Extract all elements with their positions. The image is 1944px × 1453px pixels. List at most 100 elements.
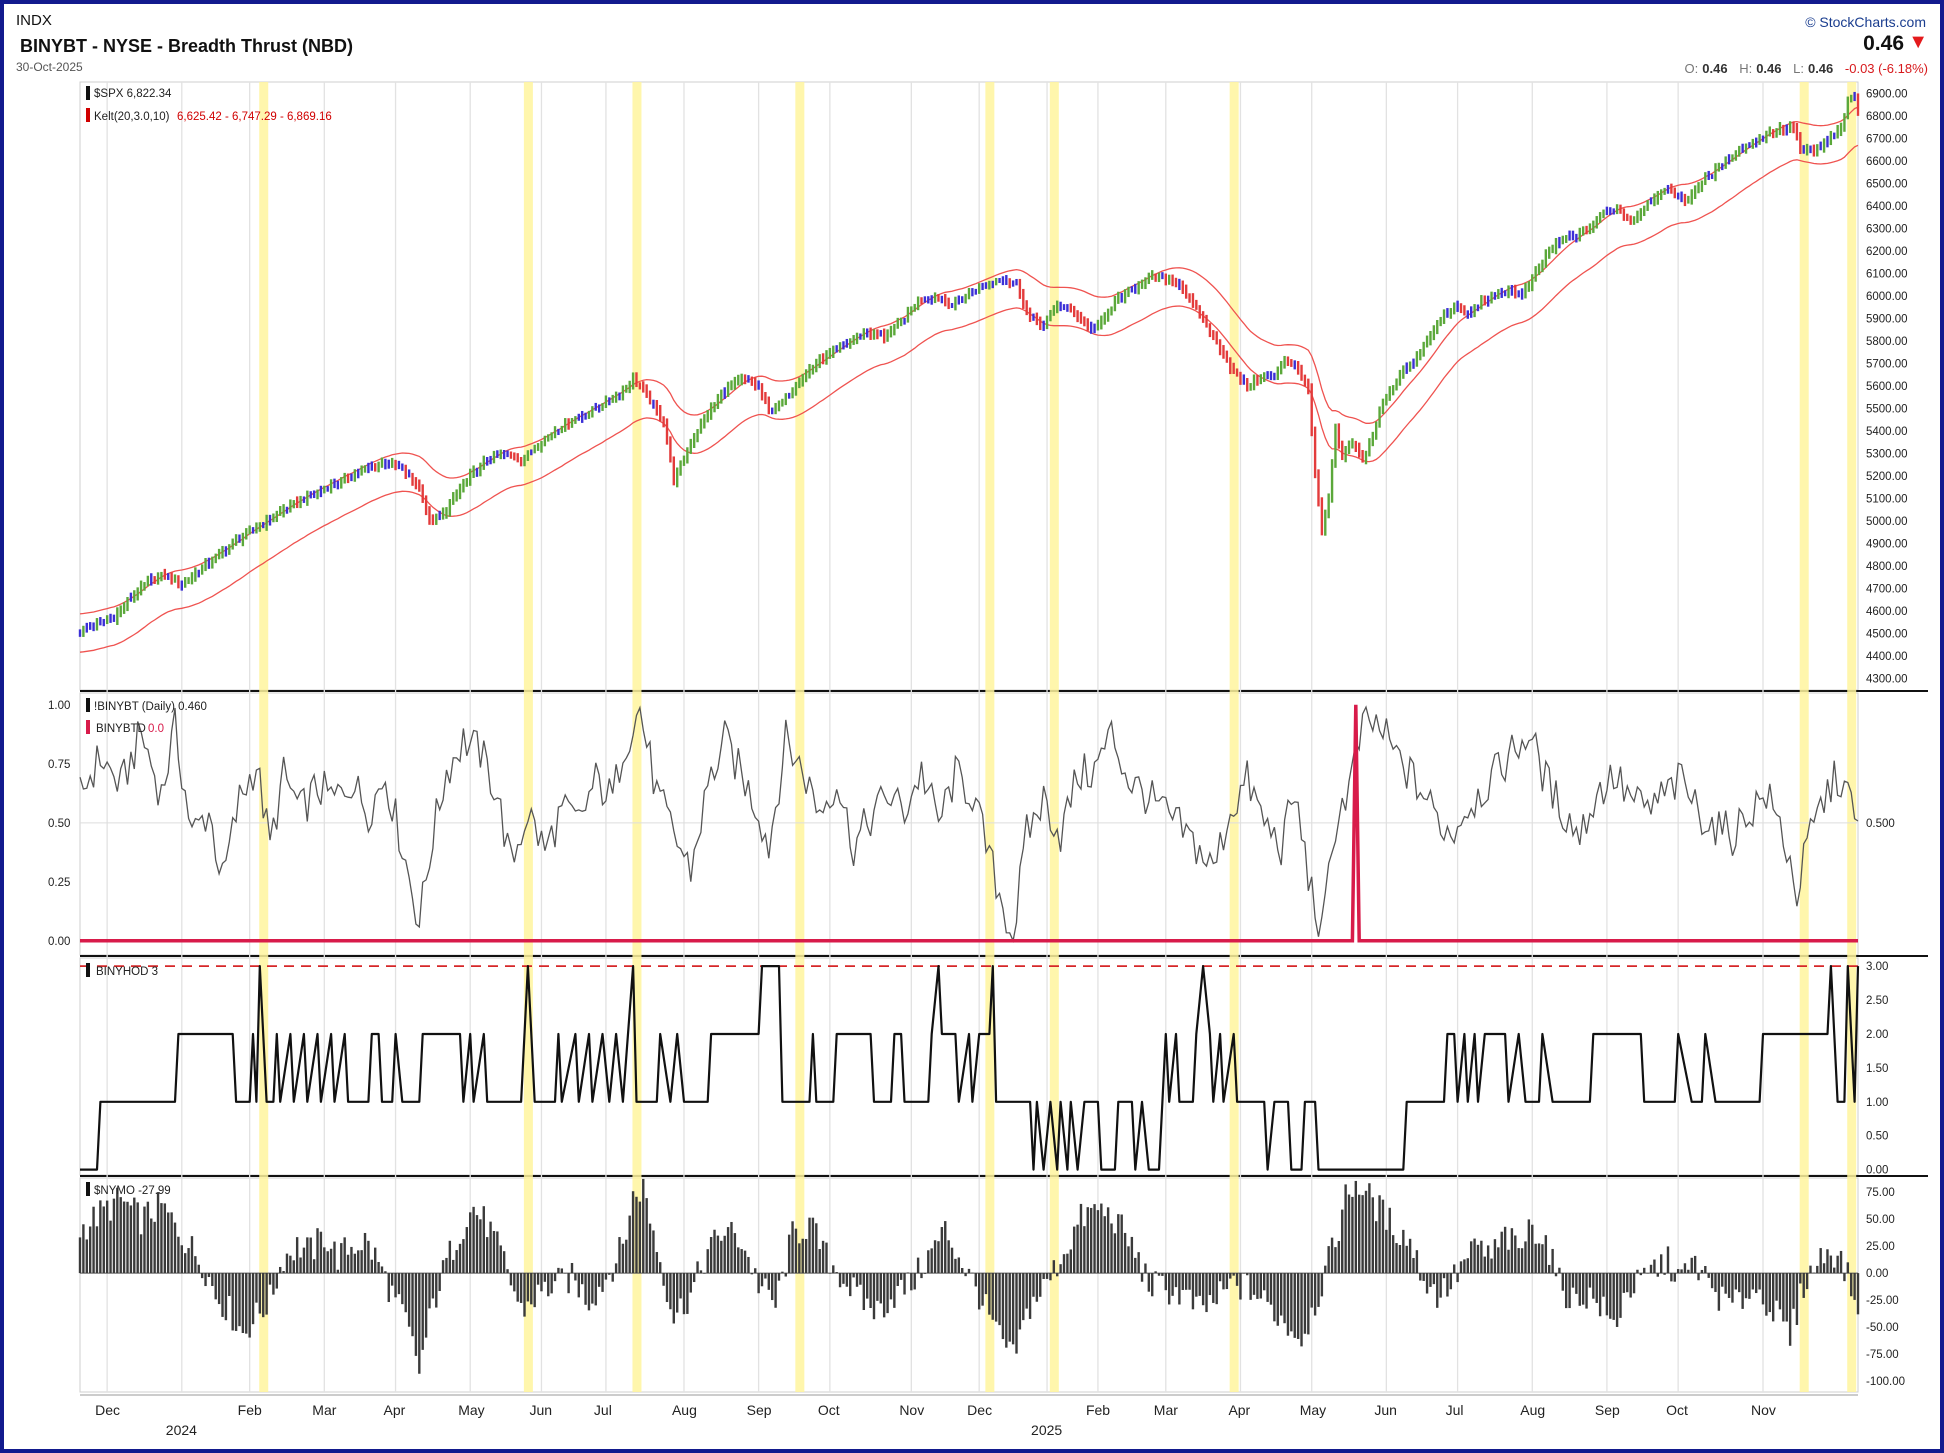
nymo-bar xyxy=(1738,1273,1741,1293)
nymo-bar xyxy=(564,1273,567,1274)
nymo-bar xyxy=(1765,1273,1768,1316)
highlight-band-5 xyxy=(1049,82,1059,1392)
nymo-bar xyxy=(923,1273,927,1274)
nymo-bar xyxy=(248,1273,251,1338)
nymo-bar xyxy=(1195,1273,1198,1297)
nymo-bar xyxy=(730,1221,733,1274)
nymo-bar xyxy=(163,1203,167,1274)
binyhod-legend-label: BINYHOD 3 xyxy=(96,966,158,978)
nymo-bar xyxy=(177,1236,180,1274)
nymo-bar xyxy=(424,1273,428,1338)
nymo-bar xyxy=(183,1253,187,1274)
nymo-bar xyxy=(1242,1273,1246,1274)
nymo-bar xyxy=(469,1212,472,1274)
nymo-bar xyxy=(1368,1183,1371,1274)
nymo-bar xyxy=(1643,1267,1646,1274)
x-axis-month-label: Aug xyxy=(1520,1402,1545,1418)
binybt-y-tick: 1.00 xyxy=(48,700,70,712)
nymo-bar xyxy=(1072,1226,1076,1274)
nymo-bar xyxy=(1140,1273,1144,1282)
x-axis-month-label: Nov xyxy=(899,1402,924,1418)
highlight-band-2 xyxy=(632,82,642,1392)
nymo-bar xyxy=(601,1273,604,1292)
nymo-y-tick: 50.00 xyxy=(1866,1214,1895,1226)
nymo-bar xyxy=(1622,1273,1626,1293)
nymo-bar xyxy=(1755,1273,1758,1294)
nymo-bar xyxy=(387,1273,390,1303)
nymo-bar xyxy=(1358,1194,1361,1274)
nymo-y-tick: 75.00 xyxy=(1866,1187,1895,1199)
brand-logo[interactable]: © StockCharts.com xyxy=(1805,14,1926,30)
nymo-bar xyxy=(1273,1273,1276,1322)
nymo-bar xyxy=(1548,1264,1551,1274)
nymo-bar xyxy=(1632,1273,1636,1294)
nymo-bar xyxy=(462,1239,465,1274)
nymo-bar xyxy=(1106,1207,1110,1274)
nymo-bar xyxy=(1028,1273,1032,1319)
nymo-bar xyxy=(1276,1273,1279,1326)
nymo-bar xyxy=(1680,1269,1683,1274)
nymo-bar xyxy=(126,1201,129,1274)
nymo-bar xyxy=(1744,1273,1748,1299)
x-axis-month-label: Jun xyxy=(1374,1402,1397,1418)
nymo-bar xyxy=(1456,1273,1459,1283)
nymo-bar xyxy=(1188,1273,1191,1290)
nymo-bar xyxy=(625,1239,628,1274)
nymo-bar xyxy=(200,1273,204,1279)
price-y-tick: 6600.00 xyxy=(1866,156,1908,168)
nymo-bar xyxy=(815,1223,818,1274)
nymo-bar xyxy=(102,1206,105,1274)
nymo-bar xyxy=(1527,1219,1531,1274)
nymo-bar xyxy=(726,1227,730,1274)
nymo-bar xyxy=(723,1235,726,1274)
binybt-line xyxy=(79,705,1859,944)
change-value: -0.03 (-6.18%) xyxy=(1844,61,1928,76)
nymo-bar xyxy=(638,1201,642,1274)
nymo-bar xyxy=(1571,1273,1575,1288)
nymo-bars-group xyxy=(78,1178,1860,1374)
nymo-bar xyxy=(553,1273,557,1282)
low-label: L: xyxy=(1793,61,1804,76)
nymo-bar xyxy=(238,1273,241,1327)
nymo-y-tick: 0.00 xyxy=(1866,1268,1888,1280)
nymo-bar xyxy=(988,1273,991,1315)
nymo-bar xyxy=(580,1273,584,1285)
nymo-bar xyxy=(591,1273,594,1304)
nymo-bar xyxy=(1510,1228,1514,1274)
nymo-bar xyxy=(913,1273,916,1290)
nymo-bar xyxy=(716,1235,720,1274)
nymo-bar xyxy=(1144,1263,1147,1274)
binybt-right-tick: 0.500 xyxy=(1866,818,1895,830)
nymo-bar xyxy=(234,1273,238,1331)
nymo-bar xyxy=(608,1273,611,1275)
nymo-bar xyxy=(523,1273,526,1317)
nymo-bar xyxy=(1351,1196,1354,1274)
nymo-bar xyxy=(1039,1273,1042,1297)
nymo-bar xyxy=(526,1273,530,1302)
nymo-bar xyxy=(876,1273,879,1301)
nymo-legend-label: $NYMO -27.99 xyxy=(94,1185,171,1197)
price-y-tick: 6700.00 xyxy=(1866,133,1908,145)
nymo-bar xyxy=(255,1273,258,1303)
nymo-bar xyxy=(1303,1273,1307,1334)
nymo-bar xyxy=(998,1273,1001,1326)
nymo-bar xyxy=(842,1273,845,1284)
nymo-bar xyxy=(88,1226,92,1274)
nymo-bar xyxy=(1466,1258,1469,1274)
nymo-bar xyxy=(139,1234,143,1274)
nymo-bar xyxy=(1551,1248,1554,1274)
nymo-bar xyxy=(316,1228,319,1274)
price-y-tick: 5700.00 xyxy=(1866,358,1908,370)
nymo-bar xyxy=(353,1253,357,1274)
nymo-bar xyxy=(821,1240,825,1274)
binybt-legend-swatch xyxy=(86,698,90,712)
nymo-bar xyxy=(872,1273,876,1320)
nymo-bar xyxy=(251,1273,255,1325)
nymo-bar xyxy=(265,1273,268,1315)
nymo-bar xyxy=(1486,1245,1490,1274)
nymo-bar xyxy=(516,1273,519,1302)
keltner-upper-line xyxy=(79,106,1859,615)
nymo-bar xyxy=(679,1273,682,1299)
nymo-bar xyxy=(977,1273,981,1310)
nymo-bar xyxy=(390,1273,394,1286)
